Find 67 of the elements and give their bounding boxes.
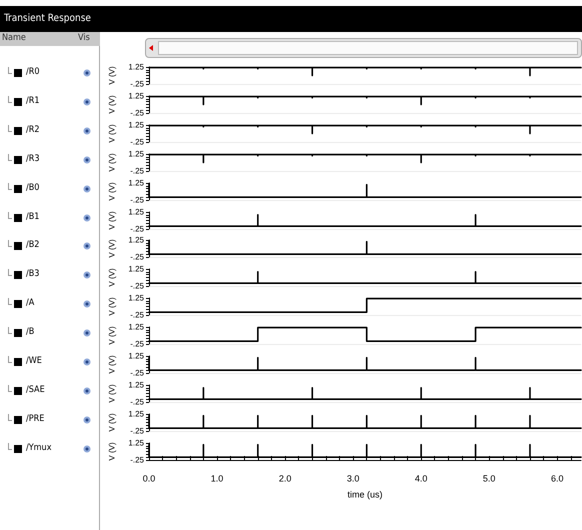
y-tick-label: -.25 <box>130 195 145 204</box>
y-axis-title: V (V) <box>108 124 116 142</box>
y-tick-label: 1.25 <box>128 236 145 245</box>
text: /B2 <box>26 240 40 250</box>
y-tick-label: -.25 <box>130 310 145 320</box>
text: Name <box>2 33 26 43</box>
y-tick-label: -.25 <box>130 80 145 88</box>
y-axis-title: V (V) <box>108 297 116 316</box>
text: /PRE <box>26 414 44 424</box>
y-tick-label: -.25 <box>130 252 145 262</box>
y-tick-label: 1.25 <box>128 120 145 130</box>
y-axis-title: V (V) <box>108 326 116 345</box>
y-tick-label: -.25 <box>130 282 145 291</box>
legend-label: /B1 <box>26 212 40 222</box>
x-axis-title: time (us) <box>347 489 383 500</box>
y-axis-title: V (V) <box>108 94 116 114</box>
y-axis-title: V (V) <box>108 239 116 258</box>
y-tick-label: -.25 <box>130 166 145 176</box>
y-tick-label: -.25 <box>130 455 145 464</box>
y-tick-label: -.25 <box>130 108 145 118</box>
y-tick-label: -.25 <box>130 137 145 146</box>
x-tick-label: 5.0 <box>482 473 496 484</box>
text: /B3 <box>26 269 40 280</box>
y-tick-label: 1.25 <box>128 264 145 274</box>
y-tick-label: -.25 <box>130 340 145 349</box>
x-tick-label: 4.0 <box>414 473 428 484</box>
text: /B0 <box>26 182 40 193</box>
y-axis-title: V (V) <box>108 442 116 460</box>
text: /R1 <box>26 96 40 106</box>
y-axis-title: V (V) <box>108 152 116 172</box>
y-tick-label: -.25 <box>130 368 145 378</box>
y-axis-title: V (V) <box>108 355 116 374</box>
legend-label: /R0 <box>26 67 40 77</box>
y-tick-label: 1.25 <box>128 294 145 303</box>
y-axis-title: V (V) <box>108 268 116 287</box>
y-tick-label: 1.25 <box>128 91 145 100</box>
y-tick-label: -.25 <box>130 397 145 406</box>
x-tick-label: 1.0 <box>210 473 224 484</box>
y-tick-label: 1.25 <box>128 352 145 360</box>
text: Vis <box>78 33 90 43</box>
text: /R2 <box>26 124 40 135</box>
x-tick-label: 0.0 <box>142 473 156 484</box>
y-axis-title: V (V) <box>108 66 116 85</box>
x-tick-label: 6.0 <box>550 473 564 484</box>
y-axis-title: V (V) <box>108 384 116 403</box>
y-tick-label: 1.25 <box>128 380 145 390</box>
y-tick-label: 1.25 <box>128 178 145 188</box>
y-tick-label: -.25 <box>130 224 145 233</box>
legend-label: /WE <box>26 356 42 366</box>
y-tick-label: 1.25 <box>128 62 145 72</box>
text: /R3 <box>26 154 40 164</box>
text: Transient Response <box>0 6 582 32</box>
y-axis-title: V (V) <box>108 210 116 230</box>
text: /Ymux <box>26 442 52 453</box>
y-tick-label: 1.25 <box>128 149 145 158</box>
text: /SAE <box>26 384 45 395</box>
y-tick-label: 1.25 <box>128 409 145 418</box>
y-tick-label: 1.25 <box>128 322 145 332</box>
y-axis-title: V (V) <box>108 182 116 200</box>
x-tick-label: 2.0 <box>278 473 292 484</box>
y-tick-label: -.25 <box>130 426 145 436</box>
y-tick-label: 1.25 <box>128 438 145 448</box>
text: /B <box>26 327 34 338</box>
y-axis-title: V (V) <box>108 412 116 432</box>
y-tick-label: 1.25 <box>128 207 145 216</box>
text: /A <box>26 298 34 308</box>
x-tick-label: 3.0 <box>346 473 360 484</box>
